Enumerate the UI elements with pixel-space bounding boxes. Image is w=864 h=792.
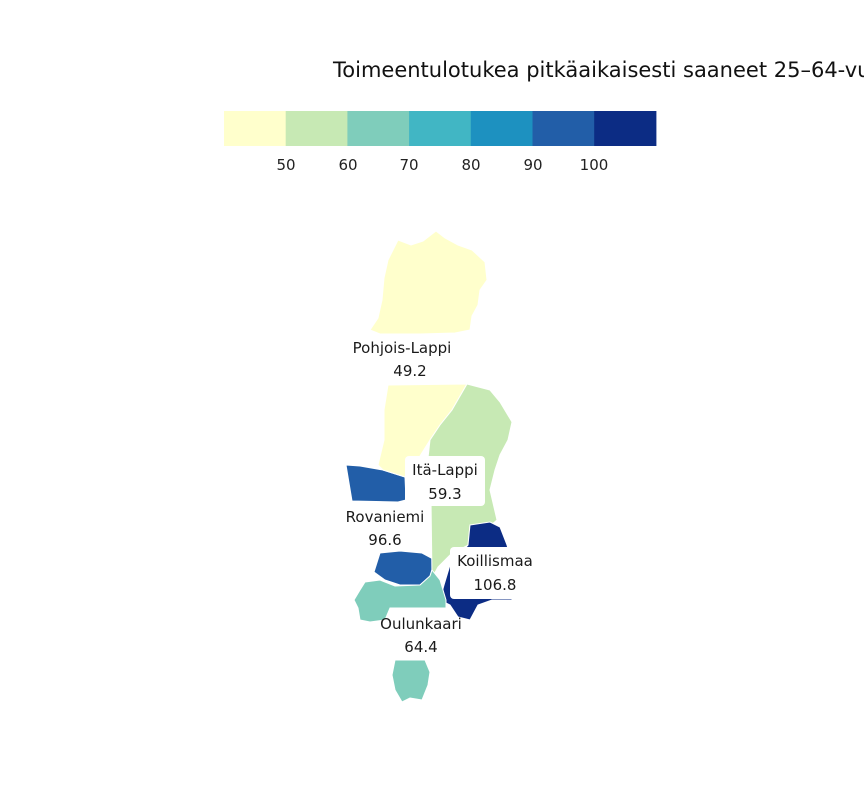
- legend-swatch-3: [409, 111, 472, 146]
- legend-swatch-1: [285, 111, 348, 146]
- label-name-pohjois-lappi: Pohjois-Lappi: [353, 339, 452, 357]
- legend-tick-50: 50: [276, 156, 295, 174]
- label-name-rovaniemi: Rovaniemi: [346, 508, 425, 526]
- label-value-pohjois-lappi: 49.2: [393, 362, 426, 380]
- legend-tick-100: 100: [580, 156, 609, 174]
- region-oulunkaari[interactable]: [353, 568, 447, 623]
- legend-swatch-5: [532, 111, 595, 146]
- label-value-koillismaa: 106.8: [474, 576, 517, 594]
- label-name-oulunkaari: Oulunkaari: [380, 615, 462, 633]
- label-name-koillismaa: Koillismaa: [457, 552, 533, 570]
- label-box-koillismaa: [450, 547, 540, 599]
- label-value-rovaniemi: 96.6: [368, 531, 401, 549]
- legend: 50 60 70 80 90 100: [224, 111, 657, 174]
- label-value-ita-lappi: 59.3: [428, 485, 461, 503]
- legend-swatches: [224, 111, 657, 146]
- legend-swatch-0: [224, 111, 287, 146]
- legend-tick-80: 80: [461, 156, 480, 174]
- label-name-ita-lappi: Itä-Lappi: [412, 461, 478, 479]
- map-title: Toimeentulotukea pitkäaikaisesti saaneet…: [332, 58, 864, 82]
- legend-swatch-4: [470, 111, 533, 146]
- region-labels: Pohjois-Lappi 49.2 Itä-Lappi 59.3 Rovani…: [346, 339, 540, 656]
- label-value-oulunkaari: 64.4: [404, 638, 437, 656]
- legend-ticks: 50 60 70 80 90 100: [276, 156, 608, 174]
- legend-tick-70: 70: [399, 156, 418, 174]
- region-oulunkaari-south[interactable]: [391, 659, 431, 703]
- legend-swatch-6: [594, 111, 657, 146]
- region-pohjois-lappi[interactable]: [369, 230, 488, 335]
- label-box-ita-lappi: [405, 456, 485, 506]
- legend-tick-60: 60: [338, 156, 357, 174]
- legend-tick-90: 90: [523, 156, 542, 174]
- legend-swatch-2: [347, 111, 410, 146]
